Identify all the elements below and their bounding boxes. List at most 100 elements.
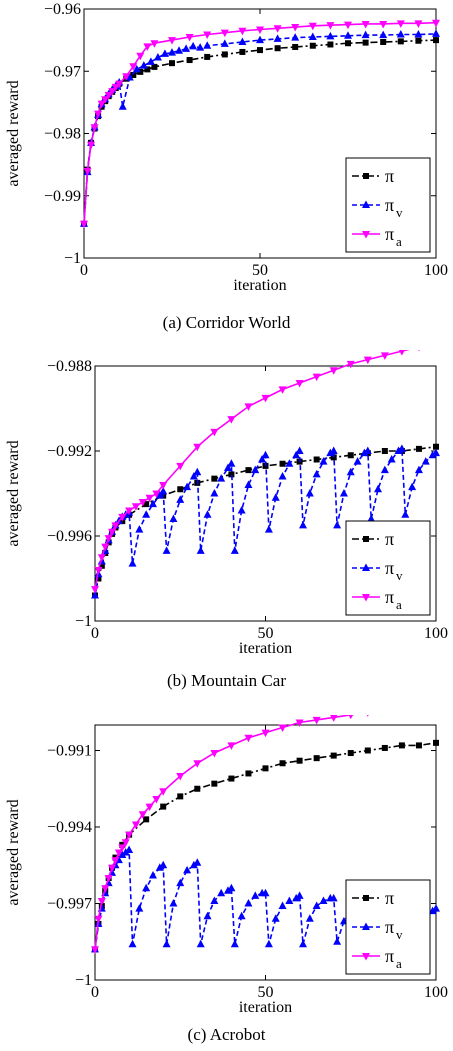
data-point: [308, 32, 317, 41]
data-point: [142, 883, 151, 892]
y-axis-label: averaged reward: [5, 80, 22, 186]
data-point: [432, 19, 440, 28]
y-axis-label: averaged reward: [5, 799, 22, 905]
data-point: [144, 66, 151, 73]
legend-marker: [362, 594, 370, 602]
data-point: [278, 901, 287, 910]
legend: ππ vπ a: [345, 520, 431, 616]
data-point: [159, 860, 168, 869]
data-point: [118, 850, 127, 859]
chart-acrobot: −1 −0.997 −0.994 −0.991 0 50 100 iteration avera…: [5, 715, 448, 1016]
data-point: [143, 816, 150, 823]
data-point: [223, 886, 232, 894]
data-point: [138, 811, 147, 819]
data-point: [326, 22, 335, 30]
data-point: [414, 465, 423, 474]
data-point: [145, 803, 154, 812]
data-point: [292, 450, 301, 459]
data-point: [159, 788, 168, 796]
data-point: [313, 456, 320, 463]
y-tick-label: −0.997: [47, 896, 92, 913]
data-point: [305, 489, 314, 497]
data-point: [186, 57, 193, 64]
data-point: [261, 394, 270, 403]
data-point: [347, 750, 354, 757]
y-tick-label: −0.992: [47, 443, 92, 460]
data-point: [111, 522, 120, 530]
data-point: [91, 946, 99, 954]
data-point: [251, 891, 260, 899]
data-point: [230, 939, 239, 948]
x-axis-label: iteration: [239, 640, 292, 655]
data-point: [285, 459, 294, 467]
data-point: [155, 491, 164, 499]
data-point: [305, 914, 314, 922]
data-point: [125, 831, 134, 840]
legend-subscript: a: [396, 597, 402, 612]
data-point: [398, 350, 405, 356]
data-point: [159, 486, 168, 495]
legend: ππ vπ a: [345, 879, 431, 975]
data-point: [271, 914, 280, 922]
data-point: [279, 760, 286, 767]
data-point: [211, 780, 218, 787]
data-point: [145, 494, 154, 503]
data-point: [398, 742, 405, 749]
data-point: [387, 455, 396, 463]
legend-marker: [362, 231, 370, 239]
data-point: [329, 446, 338, 454]
legend-subscript: v: [396, 927, 403, 942]
data-point: [185, 34, 194, 42]
y-tick-label: −0.994: [47, 819, 92, 836]
data-point: [364, 747, 371, 754]
data-point: [111, 83, 120, 92]
data-point: [432, 448, 440, 457]
data-point: [101, 96, 110, 104]
data-point: [415, 742, 422, 749]
legend-marker: [362, 563, 370, 571]
data-point: [256, 26, 264, 35]
data-point: [261, 888, 270, 897]
data-point: [189, 41, 198, 50]
data-point: [194, 785, 201, 792]
data-point: [237, 911, 246, 920]
data-point: [432, 904, 440, 912]
caption-mountain-car: (b) Mountain Car: [167, 671, 286, 690]
data-point: [380, 352, 389, 360]
data-point: [203, 41, 212, 49]
caption-acrobot: (c) Acrobot: [187, 1025, 266, 1044]
data-point: [309, 42, 316, 49]
data-point: [333, 520, 342, 529]
data-point: [244, 403, 253, 411]
data-point: [108, 88, 117, 96]
data-point: [210, 428, 219, 437]
data-point: [121, 839, 130, 847]
data-point: [296, 757, 303, 764]
data-point: [374, 484, 383, 493]
data-point: [362, 39, 369, 46]
data-point: [264, 525, 273, 533]
legend-label: π: [385, 587, 394, 607]
data-point: [104, 535, 113, 543]
data-point: [168, 48, 176, 56]
data-point: [245, 770, 252, 777]
data-point: [135, 525, 144, 533]
data-point: [326, 31, 335, 40]
legend-label: π: [385, 529, 394, 549]
data-point: [139, 61, 148, 69]
data-point: [256, 35, 264, 44]
data-point: [433, 443, 439, 450]
data-point: [264, 939, 273, 948]
data-point: [227, 416, 236, 424]
x-tick-label: 100: [424, 984, 448, 1001]
data-point: [361, 20, 370, 29]
data-point: [97, 897, 106, 906]
data-point: [238, 37, 247, 45]
data-point: [380, 465, 389, 474]
data-point: [196, 546, 205, 554]
legend-subscript: v: [396, 205, 403, 220]
data-point: [177, 793, 184, 800]
data-point: [193, 760, 202, 768]
data-point: [111, 857, 120, 865]
data-point: [221, 51, 228, 58]
